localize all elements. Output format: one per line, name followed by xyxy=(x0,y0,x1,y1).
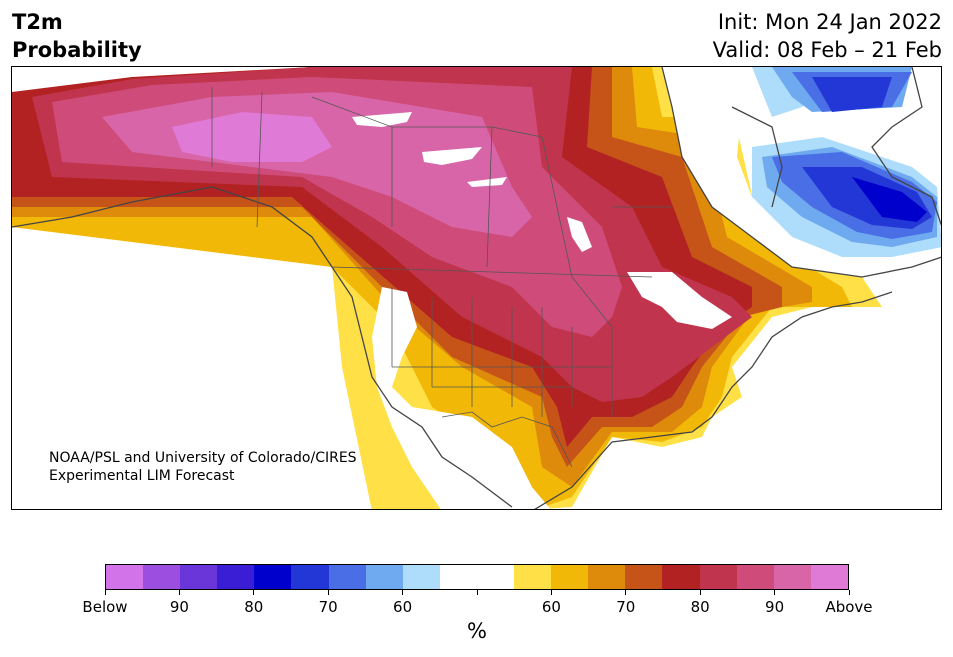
colorbar-tick-label: 60 xyxy=(541,598,561,616)
hudson-bay-area xyxy=(662,67,862,277)
colorbar-tick xyxy=(774,590,776,595)
southwest-area xyxy=(372,287,501,509)
colorbar-swatch xyxy=(773,565,811,589)
init-date: Init: Mon 24 Jan 2022 xyxy=(717,10,942,34)
credit-text: NOAA/PSL and University of Colorado/CIRE… xyxy=(49,449,357,485)
product-label: Probability xyxy=(12,38,142,62)
colorbar-swatch xyxy=(106,565,144,589)
probability-map xyxy=(12,67,941,509)
colorbar-swatch xyxy=(476,565,515,589)
colorbar-tick xyxy=(625,590,627,595)
colorbar-tick xyxy=(476,590,478,595)
credit-line-2: Experimental LIM Forecast xyxy=(49,468,235,484)
coastlines xyxy=(12,67,941,509)
colorbar xyxy=(105,564,849,590)
great-bear-lake xyxy=(352,112,412,127)
lake-athabasca xyxy=(467,177,507,187)
colorbar-tick-label: 70 xyxy=(318,598,338,616)
colorbar-swatch xyxy=(143,565,181,589)
map-title: T2m Probability xyxy=(12,8,142,64)
variable-label: T2m xyxy=(12,10,63,34)
colorbar-tick-label: Below xyxy=(82,598,128,616)
deep-blue-band xyxy=(802,77,932,229)
colorbar-swatch xyxy=(439,565,477,589)
colorbar-tick xyxy=(699,590,701,595)
colorbar-swatch xyxy=(328,565,366,589)
colorbar-tick-label: 80 xyxy=(690,598,710,616)
colorbar-tick xyxy=(104,590,106,595)
colorbar-swatch xyxy=(551,565,589,589)
colorbar-swatch xyxy=(736,565,774,589)
great-slave-lake xyxy=(422,147,482,165)
political-borders xyxy=(211,87,672,468)
colorbar-swatch xyxy=(625,565,663,589)
colorbar-tick-label: 90 xyxy=(169,598,189,616)
colorbar-swatch xyxy=(699,565,737,589)
navy-core xyxy=(852,177,927,222)
colorbar-tick xyxy=(402,590,404,595)
colorbar-tick-label: 60 xyxy=(393,598,413,616)
credit-line-1: NOAA/PSL and University of Colorado/CIRE… xyxy=(49,450,357,466)
colorbar-tick-label: 70 xyxy=(616,598,636,616)
colorbar-tick-label: Above xyxy=(825,598,873,616)
lake-winnipeg xyxy=(567,217,592,252)
colorbar-tick xyxy=(848,590,850,595)
colorbar-swatch xyxy=(365,565,403,589)
colorbar-swatch xyxy=(514,565,552,589)
colorbar-swatch xyxy=(217,565,255,589)
valid-dates: Valid: 08 Feb – 21 Feb xyxy=(712,38,942,62)
mexico-area xyxy=(412,407,551,509)
colorbar-unit: % xyxy=(467,619,487,643)
colorbar-swatch xyxy=(588,565,626,589)
forecast-dates: Init: Mon 24 Jan 2022 Valid: 08 Feb – 21… xyxy=(713,8,942,64)
colorbar-swatch xyxy=(180,565,218,589)
colorbar-tick xyxy=(178,590,180,595)
great-lakes xyxy=(627,272,732,329)
colorbar-swatch xyxy=(254,565,292,589)
colorbar-swatch xyxy=(402,565,440,589)
colorbar-swatch xyxy=(662,565,700,589)
map-panel xyxy=(11,66,942,510)
colorbar-tick-label: 90 xyxy=(765,598,785,616)
colorbar-tick-label: 80 xyxy=(244,598,264,616)
colorbar-swatch xyxy=(810,565,848,589)
colorbar-swatch xyxy=(291,565,329,589)
colorbar-tick xyxy=(327,590,329,595)
colorbar-tick xyxy=(550,590,552,595)
colorbar-tick xyxy=(253,590,255,595)
